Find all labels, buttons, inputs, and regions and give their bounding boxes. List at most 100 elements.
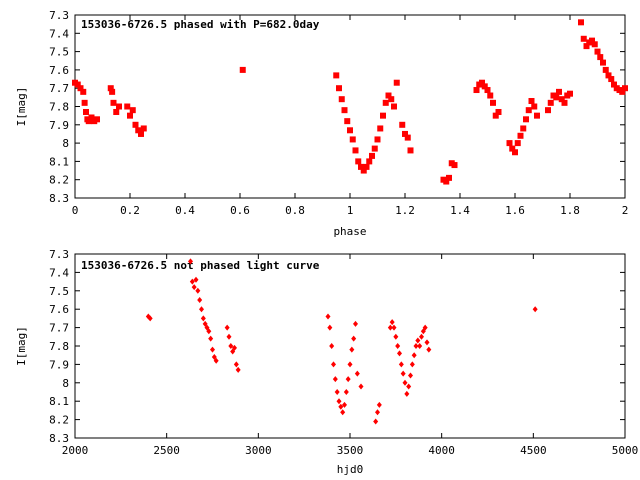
data-point	[407, 147, 414, 154]
data-point	[235, 366, 241, 373]
x-tick-label: 3000	[245, 444, 272, 457]
data-point	[376, 401, 382, 408]
data-point	[116, 103, 122, 110]
data-point	[417, 343, 423, 349]
data-point	[336, 85, 342, 92]
data-point	[113, 108, 120, 115]
y-tick-label: 7.7	[49, 322, 69, 335]
data-point	[371, 145, 378, 152]
data-point	[210, 346, 215, 353]
data-point	[391, 324, 397, 331]
data-point	[583, 43, 590, 50]
data-point	[382, 99, 389, 106]
data-point	[411, 352, 417, 359]
data-point	[484, 87, 491, 94]
data-point	[344, 118, 351, 125]
data-point	[336, 398, 342, 405]
data-point	[446, 174, 452, 181]
data-point	[558, 96, 565, 103]
x-tick-label: 0.4	[175, 204, 195, 217]
data-point	[602, 66, 609, 73]
data-point	[404, 390, 410, 397]
data-point	[424, 339, 430, 346]
y-tick-label: 7.6	[49, 303, 69, 316]
data-point	[385, 92, 392, 99]
data-point	[531, 103, 538, 110]
data-point	[195, 287, 201, 294]
y-tick-label: 8.2	[49, 414, 69, 427]
data-point	[479, 79, 485, 86]
y-tick-label: 7.9	[49, 358, 69, 371]
data-point	[228, 343, 234, 349]
data-point	[81, 99, 88, 106]
data-point	[191, 284, 197, 291]
data-point	[388, 96, 395, 103]
data-point	[399, 121, 406, 128]
data-point	[352, 147, 359, 154]
data-point	[206, 328, 212, 335]
data-point	[188, 258, 193, 265]
y-tick-label: 7.8	[49, 340, 69, 353]
data-point	[523, 116, 529, 123]
data-point	[109, 88, 116, 95]
data-point	[329, 343, 335, 349]
data-point	[512, 149, 518, 156]
data-point	[393, 79, 400, 86]
x-tick-label: 1.2	[395, 204, 415, 217]
data-point	[490, 99, 496, 106]
data-point	[338, 403, 344, 410]
data-point	[580, 35, 587, 42]
data-point	[124, 103, 131, 110]
data-point	[129, 107, 136, 114]
data-point	[355, 158, 362, 165]
data-point	[333, 72, 340, 79]
data-point	[597, 54, 604, 61]
data-point	[374, 136, 381, 143]
data-point	[409, 361, 415, 368]
data-point	[481, 83, 488, 90]
x-tick-label: 0.2	[120, 204, 140, 217]
y-tick-label: 8.1	[49, 395, 69, 408]
data-point	[608, 76, 615, 83]
data-point	[492, 112, 499, 119]
data-point	[140, 125, 147, 132]
data-point	[525, 107, 532, 114]
y-tick-label: 8.3	[49, 192, 69, 205]
data-point	[342, 401, 347, 408]
data-point	[239, 66, 246, 73]
data-point	[349, 346, 355, 353]
y-axis-label: I[mag]	[15, 87, 28, 127]
data-point	[545, 107, 551, 114]
data-point	[233, 361, 239, 368]
data-point	[338, 96, 345, 103]
x-tick-label: 1.8	[560, 204, 580, 217]
data-point	[495, 108, 502, 115]
data-point	[363, 163, 370, 170]
data-point	[343, 389, 349, 395]
data-point	[391, 103, 397, 110]
data-point	[226, 333, 232, 340]
x-tick-label: 1.6	[505, 204, 525, 217]
data-point	[373, 418, 379, 425]
data-point	[80, 88, 87, 95]
y-tick-label: 8	[62, 137, 69, 150]
y-tick-label: 7.3	[49, 9, 69, 22]
y-tick-label: 8.2	[49, 174, 69, 187]
data-point	[354, 370, 360, 377]
x-tick-label: 5000	[612, 444, 639, 457]
data-point	[451, 162, 458, 169]
data-point	[506, 140, 513, 147]
data-point	[366, 158, 373, 165]
phased-light-curve-chart: 0 0.2 0.4 0.6 0.8 1 1.2 1.4 1.6 1.8 2 7.3 7.4 7.5 7.6 7…	[15, 9, 628, 238]
data-point	[358, 383, 364, 390]
data-point	[389, 319, 395, 326]
x-tick-label: 2000	[62, 444, 89, 457]
y-tick-label: 7.5	[49, 285, 69, 298]
data-point	[347, 361, 353, 368]
x-tick-label: 1.4	[450, 204, 470, 217]
data-point	[74, 81, 81, 88]
data-point	[517, 132, 524, 139]
chart-title: 153036-6726.5 phased with P=682.0day	[81, 18, 320, 31]
y-tick-label: 7.9	[49, 119, 69, 132]
data-point	[340, 409, 346, 416]
